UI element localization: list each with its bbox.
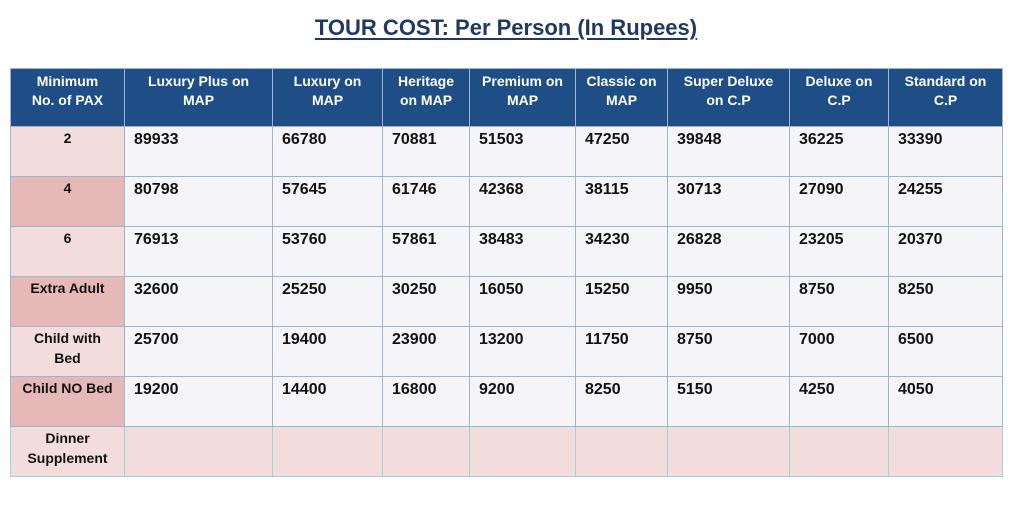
table-cell — [124, 426, 273, 477]
header-super-deluxe-cp: Super Deluxe on C.P — [667, 68, 790, 127]
table-cell: 66780 — [272, 126, 383, 177]
table-cell: 70881 — [382, 126, 470, 177]
table-cell: 4050 — [888, 376, 1003, 427]
table-cell: 32600 — [124, 276, 273, 327]
table-cell: 8250 — [888, 276, 1003, 327]
table-cell: 16050 — [469, 276, 576, 327]
table-cell — [667, 426, 790, 477]
table-cell: 25250 — [272, 276, 383, 327]
table-cell: 76913 — [124, 226, 273, 277]
table-cell: 61746 — [382, 176, 470, 227]
table-cell: 47250 — [575, 126, 668, 177]
table-cell: 30250 — [382, 276, 470, 327]
table-row: Child NO Bed 19200 14400 16800 9200 8250… — [10, 376, 1003, 427]
table-cell: 42368 — [469, 176, 576, 227]
table-cell: 20370 — [888, 226, 1003, 277]
table-cell: 80798 — [124, 176, 273, 227]
table-cell: 11750 — [575, 326, 668, 377]
table-cell: 9950 — [667, 276, 790, 327]
table-cell — [382, 426, 470, 477]
table-header: Minimum No. of PAX Luxury Plus on MAP Lu… — [10, 68, 1003, 127]
row-label: Child NO Bed — [10, 376, 125, 427]
header-heritage-map: Heritage on MAP — [382, 68, 470, 127]
table-cell: 15250 — [575, 276, 668, 327]
table-cell: 14400 — [272, 376, 383, 427]
header-classic-map: Classic on MAP — [575, 68, 668, 127]
table-cell: 8250 — [575, 376, 668, 427]
header-row: Minimum No. of PAX Luxury Plus on MAP Lu… — [10, 68, 1003, 127]
table-body: 2 89933 66780 70881 51503 47250 39848 36… — [10, 126, 1003, 477]
header-luxury-plus-map: Luxury Plus on MAP — [124, 68, 273, 127]
table-row: Extra Adult 32600 25250 30250 16050 1525… — [10, 276, 1003, 327]
table-cell: 33390 — [888, 126, 1003, 177]
table-cell: 23900 — [382, 326, 470, 377]
table-cell: 51503 — [469, 126, 576, 177]
table-cell: 89933 — [124, 126, 273, 177]
table-row: 4 80798 57645 61746 42368 38115 30713 27… — [10, 176, 1003, 227]
table-cell: 39848 — [667, 126, 790, 177]
table-cell: 57645 — [272, 176, 383, 227]
table-cell: 53760 — [272, 226, 383, 277]
table-cell: 19200 — [124, 376, 273, 427]
table-cell: 16800 — [382, 376, 470, 427]
row-label: Child with Bed — [10, 326, 125, 377]
table-cell — [888, 426, 1003, 477]
table-cell: 8750 — [667, 326, 790, 377]
row-label: 2 — [10, 126, 125, 177]
row-label: 4 — [10, 176, 125, 227]
row-label: Extra Adult — [10, 276, 125, 327]
header-deluxe-cp: Deluxe on C.P — [789, 68, 889, 127]
table-cell: 4250 — [789, 376, 889, 427]
table-cell: 8750 — [789, 276, 889, 327]
header-premium-map: Premium on MAP — [469, 68, 576, 127]
table-cell: 5150 — [667, 376, 790, 427]
table-row: Child with Bed 25700 19400 23900 13200 1… — [10, 326, 1003, 377]
table-row: 6 76913 53760 57861 38483 34230 26828 23… — [10, 226, 1003, 277]
table-row: Dinner Supplement — [10, 426, 1003, 477]
table-cell: 25700 — [124, 326, 273, 377]
table-cell: 38483 — [469, 226, 576, 277]
header-standard-cp: Standard on C.P — [888, 68, 1003, 127]
tour-cost-table: Minimum No. of PAX Luxury Plus on MAP Lu… — [10, 68, 1003, 477]
table-cell — [272, 426, 383, 477]
table-cell: 26828 — [667, 226, 790, 277]
table-cell — [575, 426, 668, 477]
table-cell: 19400 — [272, 326, 383, 377]
table-cell: 6500 — [888, 326, 1003, 377]
table-cell: 23205 — [789, 226, 889, 277]
table-cell: 13200 — [469, 326, 576, 377]
page-title: TOUR COST: Per Person (In Rupees) — [314, 15, 698, 40]
header-luxury-map: Luxury on MAP — [272, 68, 383, 127]
table-cell: 36225 — [789, 126, 889, 177]
table-cell: 24255 — [888, 176, 1003, 227]
table-cell: 30713 — [667, 176, 790, 227]
table-cell: 57861 — [382, 226, 470, 277]
table-cell — [789, 426, 889, 477]
table-cell: 34230 — [575, 226, 668, 277]
header-min-pax: Minimum No. of PAX — [10, 68, 125, 127]
table-row: 2 89933 66780 70881 51503 47250 39848 36… — [10, 126, 1003, 177]
table-cell: 9200 — [469, 376, 576, 427]
table-cell: 38115 — [575, 176, 668, 227]
table-cell: 27090 — [789, 176, 889, 227]
row-label: Dinner Supplement — [10, 426, 125, 477]
table-cell: 7000 — [789, 326, 889, 377]
row-label: 6 — [10, 226, 125, 277]
table-cell — [469, 426, 576, 477]
